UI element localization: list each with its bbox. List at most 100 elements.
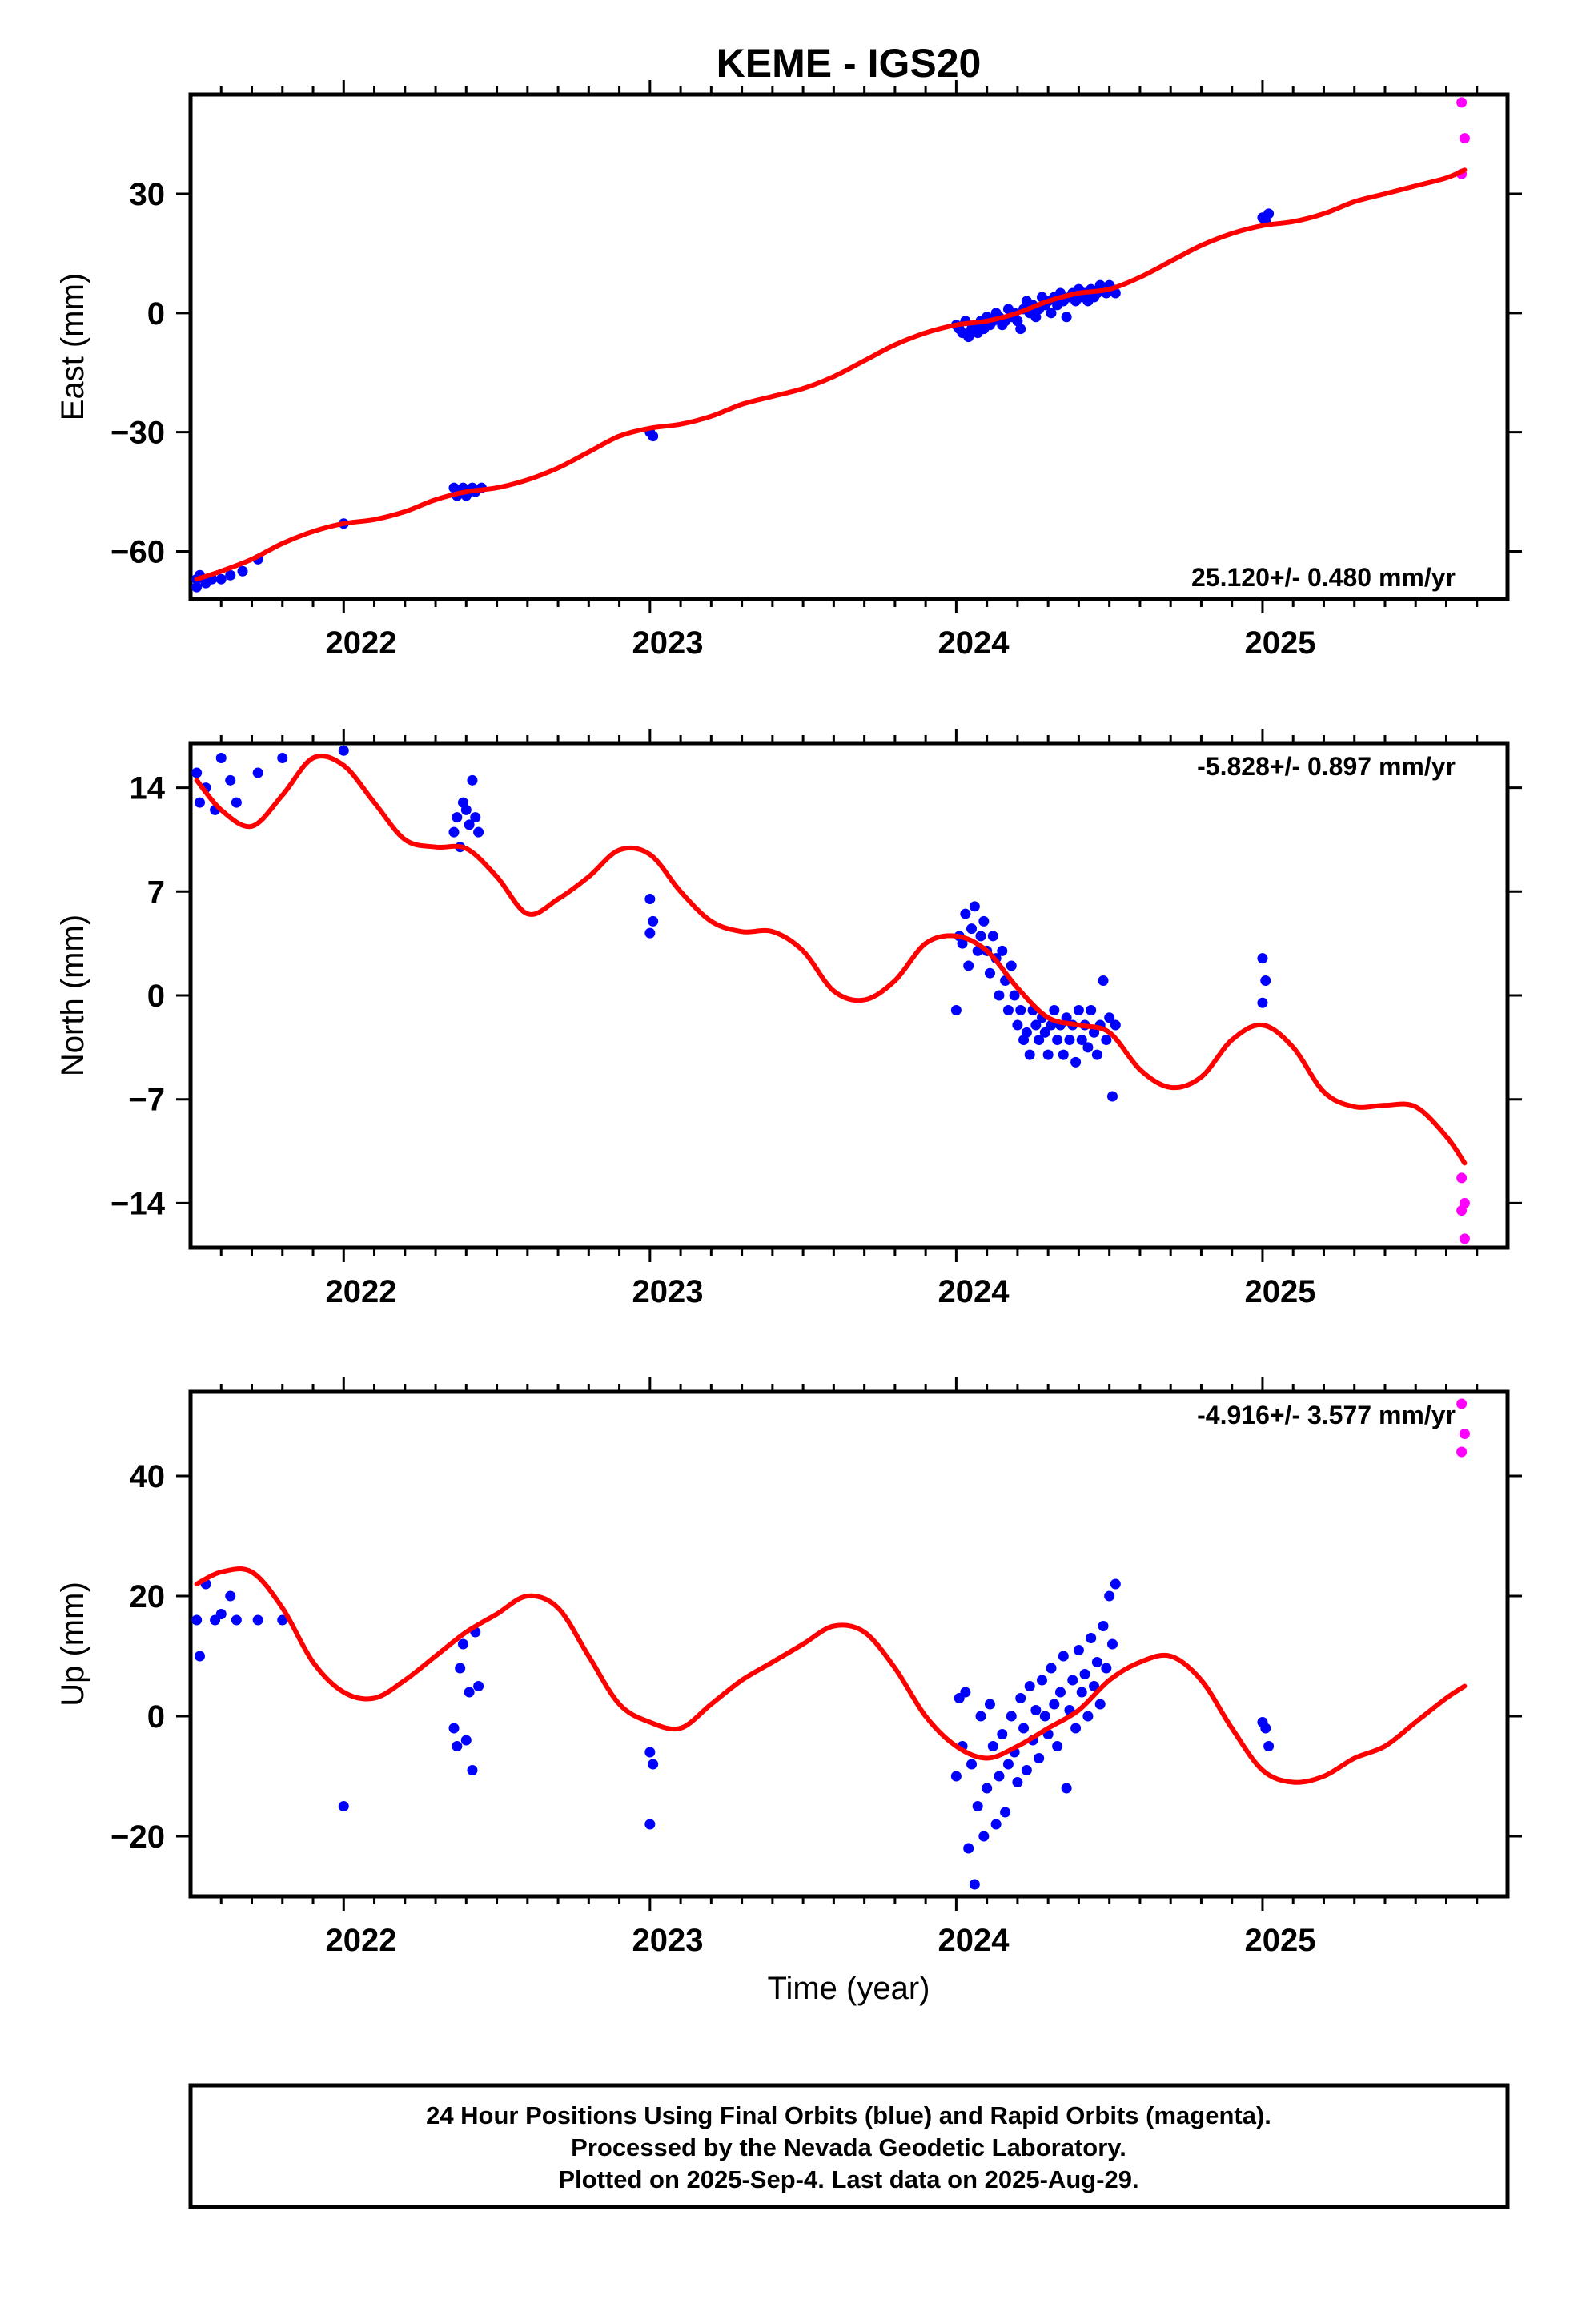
final-orbit-point [1058,1049,1069,1060]
final-orbit-point [225,1590,236,1602]
final-orbit-point [1257,997,1268,1008]
x-tick-label: 2022 [326,1923,397,1958]
final-orbit-point [1110,1578,1121,1590]
chart-title: KEME - IGS20 [717,41,982,86]
final-orbit-point [1002,1005,1014,1016]
final-orbit-point [1021,1027,1032,1038]
final-orbit-point [966,923,978,935]
final-orbit-point [1104,1012,1115,1023]
y-tick-label: 7 [147,875,165,910]
final-orbit-point [1101,1035,1112,1046]
final-orbit-point [460,1735,472,1746]
final-orbit-point [969,1879,980,1890]
final-orbit-point [1107,1638,1118,1650]
final-orbit-point [1104,1590,1115,1602]
final-orbit-point [963,960,974,971]
final-orbit-point [1030,1019,1042,1031]
final-orbit-point [470,812,481,823]
final-orbit-point [1012,316,1023,327]
final-orbit-point [972,1801,983,1811]
final-orbit-point [1076,1035,1087,1046]
final-orbit-point [338,745,349,756]
final-orbit-point [1101,1663,1112,1674]
final-orbit-point [1046,308,1057,319]
y-tick-label: 30 [130,177,166,212]
y-tick-label: 0 [147,979,165,1014]
final-orbit-point [1015,324,1026,335]
final-orbit-point [464,1687,475,1698]
rapid-orbit-point [1456,1398,1468,1409]
y-tick-label: 40 [130,1459,166,1494]
final-orbit-point [1030,312,1042,323]
final-orbit-point [1030,1705,1042,1715]
final-orbit-point [277,1614,288,1626]
final-orbit-point [1058,1651,1069,1662]
final-orbit-point [984,967,995,979]
final-orbit-point [191,1614,203,1626]
final-orbit-point [1082,1042,1094,1053]
footer-line-3: Plotted on 2025-Sep-4. Last data on 2025… [558,2165,1138,2193]
final-orbit-point [969,901,980,912]
x-tick-label: 2025 [1245,625,1316,661]
x-tick-label: 2022 [326,625,397,661]
final-orbit-point [231,797,242,808]
final-orbit-point [464,819,475,830]
final-orbit-point [1098,1621,1109,1631]
final-orbit-point [1089,1681,1100,1691]
final-orbit-point [1021,1765,1032,1775]
final-orbit-point [1086,1005,1097,1016]
fit-line [194,754,1468,1166]
final-orbit-point [978,1831,990,1842]
final-orbit-point [1098,975,1109,986]
y-tick-label: 0 [147,296,165,332]
final-orbit-point [982,1783,993,1794]
final-orbit-point [1073,1645,1084,1655]
final-orbit-point [997,945,1008,956]
final-orbit-point [473,826,484,838]
final-orbit-point [231,1614,242,1626]
final-orbit-point [950,1771,962,1782]
y-axis-label: East (mm) [55,273,90,420]
y-tick-label: −7 [128,1083,165,1118]
final-orbit-point [1263,1741,1275,1751]
final-orbit-point [215,573,227,585]
final-orbit-point [191,581,203,593]
final-orbit-point [1015,1693,1026,1703]
final-orbit-point [994,1771,1005,1782]
final-orbit-point [990,1819,1002,1830]
final-orbit-point [452,1741,463,1751]
final-orbit-point [1260,1723,1271,1734]
final-orbit-point [648,1759,659,1770]
final-orbit-point [1002,1759,1014,1770]
final-orbit-point [644,927,656,939]
x-tick-label: 2023 [632,625,704,661]
final-orbit-point [467,774,478,786]
final-orbit-point [1012,1777,1023,1787]
final-orbit-point [1089,1027,1100,1038]
x-tick-label: 2024 [938,1274,1010,1309]
fit-line [194,167,1468,582]
final-orbit-point [467,1765,478,1775]
final-orbit-point [1079,1669,1090,1679]
x-tick-label: 2024 [938,625,1010,661]
final-orbit-point [1039,1711,1050,1722]
footer-line-1: 24 Hour Positions Using Final Orbits (bl… [426,2101,1271,2129]
y-tick-label: −60 [110,534,165,569]
final-orbit-point [215,1609,227,1619]
y-tick-label: 20 [130,1579,166,1614]
final-orbit-point [252,767,263,778]
final-orbit-point [1009,990,1020,1001]
final-orbit-point [975,1711,986,1722]
final-orbit-point [1091,1657,1102,1667]
final-orbit-point [1076,1687,1087,1698]
final-orbit-point [963,332,974,343]
rapid-orbit-point [1459,1429,1470,1439]
final-orbit-point [1094,1699,1106,1710]
final-orbit-point [194,1651,205,1662]
y-tick-label: 0 [147,1699,165,1735]
rapid-orbit-point [1456,1205,1468,1216]
y-tick-label: −20 [110,1819,165,1855]
final-orbit-point [960,908,971,919]
x-tick-label: 2024 [938,1923,1010,1958]
final-orbit-point [191,767,203,778]
